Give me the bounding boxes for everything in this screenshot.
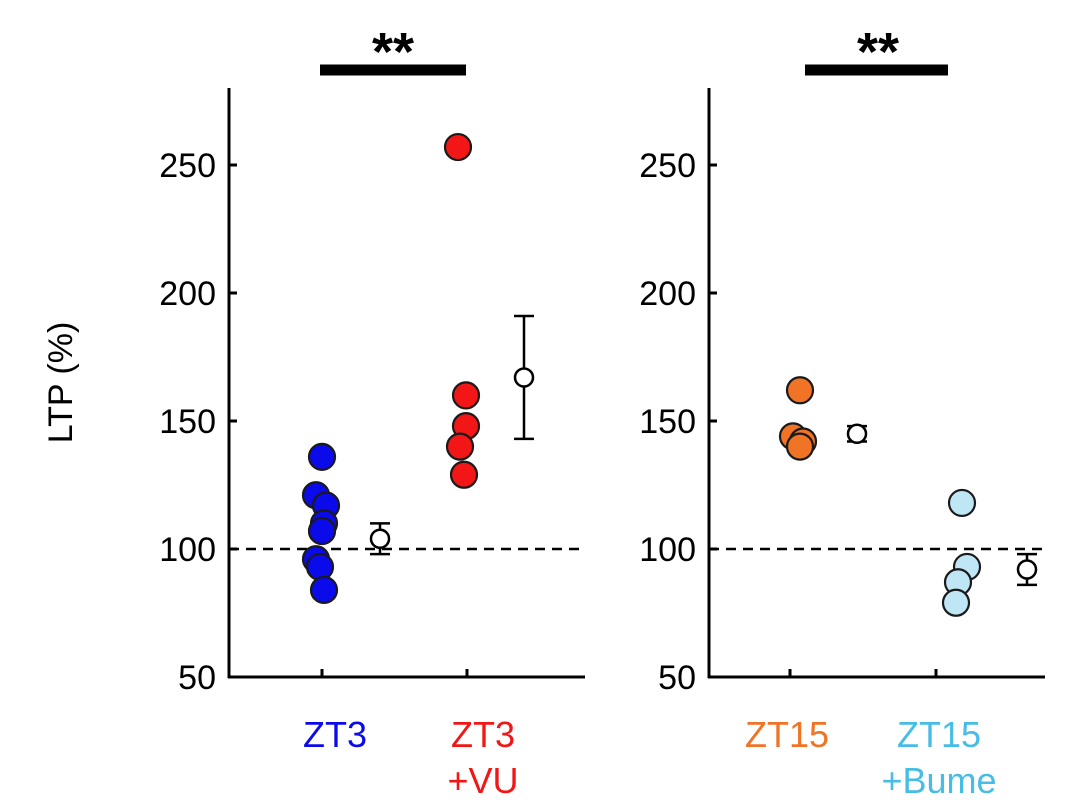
mean-marker xyxy=(369,528,391,550)
category-label: ZT15 xyxy=(745,714,829,755)
y-tick-label: 50 xyxy=(658,659,696,697)
y-tick-label: 150 xyxy=(639,403,696,441)
y-tick-label: 250 xyxy=(159,147,216,185)
series-1: ZT3 xyxy=(301,442,391,755)
y-tick-label: 100 xyxy=(639,531,696,569)
data-point xyxy=(307,442,337,471)
y-tick-label: 150 xyxy=(159,403,216,441)
data-point xyxy=(443,132,473,162)
y-tick-label: 200 xyxy=(159,275,216,313)
mean-marker xyxy=(846,423,868,445)
y-tick-label: 100 xyxy=(159,531,216,569)
series-1: ZT15 xyxy=(745,376,868,755)
series-2: ZT3 +VU xyxy=(443,132,535,801)
y-tick-label: 200 xyxy=(639,275,696,313)
panel-2: 50 100 150 200 250 ** ZT15 ZT15 +Bume xyxy=(639,22,1045,801)
data-point xyxy=(445,432,475,461)
data-point xyxy=(305,552,335,582)
data-point xyxy=(947,488,977,518)
data-point xyxy=(785,376,815,405)
data-point xyxy=(785,432,815,461)
y-tick-label: 250 xyxy=(639,147,696,185)
significance-stars: ** xyxy=(857,22,899,82)
series-2: ZT15 +Bume xyxy=(881,488,1038,801)
data-point xyxy=(941,588,971,617)
category-label: ZT3 xyxy=(303,714,367,755)
category-label: +Bume xyxy=(881,760,996,801)
significance-stars: ** xyxy=(372,22,414,82)
data-point xyxy=(309,575,339,605)
data-point xyxy=(449,460,479,489)
mean-marker xyxy=(513,367,535,388)
data-point xyxy=(307,516,337,546)
category-label: ZT15 xyxy=(897,714,981,755)
category-label: +VU xyxy=(447,760,518,801)
panel-1: 50 100 150 200 250 LTP (%) ** ZT3 ZT3 +VU xyxy=(42,22,585,801)
y-tick-label: 50 xyxy=(178,659,216,697)
mean-marker xyxy=(1016,559,1038,580)
data-point xyxy=(451,381,481,410)
category-label: ZT3 xyxy=(451,714,515,755)
y-axis-title: LTP (%) xyxy=(42,322,80,444)
